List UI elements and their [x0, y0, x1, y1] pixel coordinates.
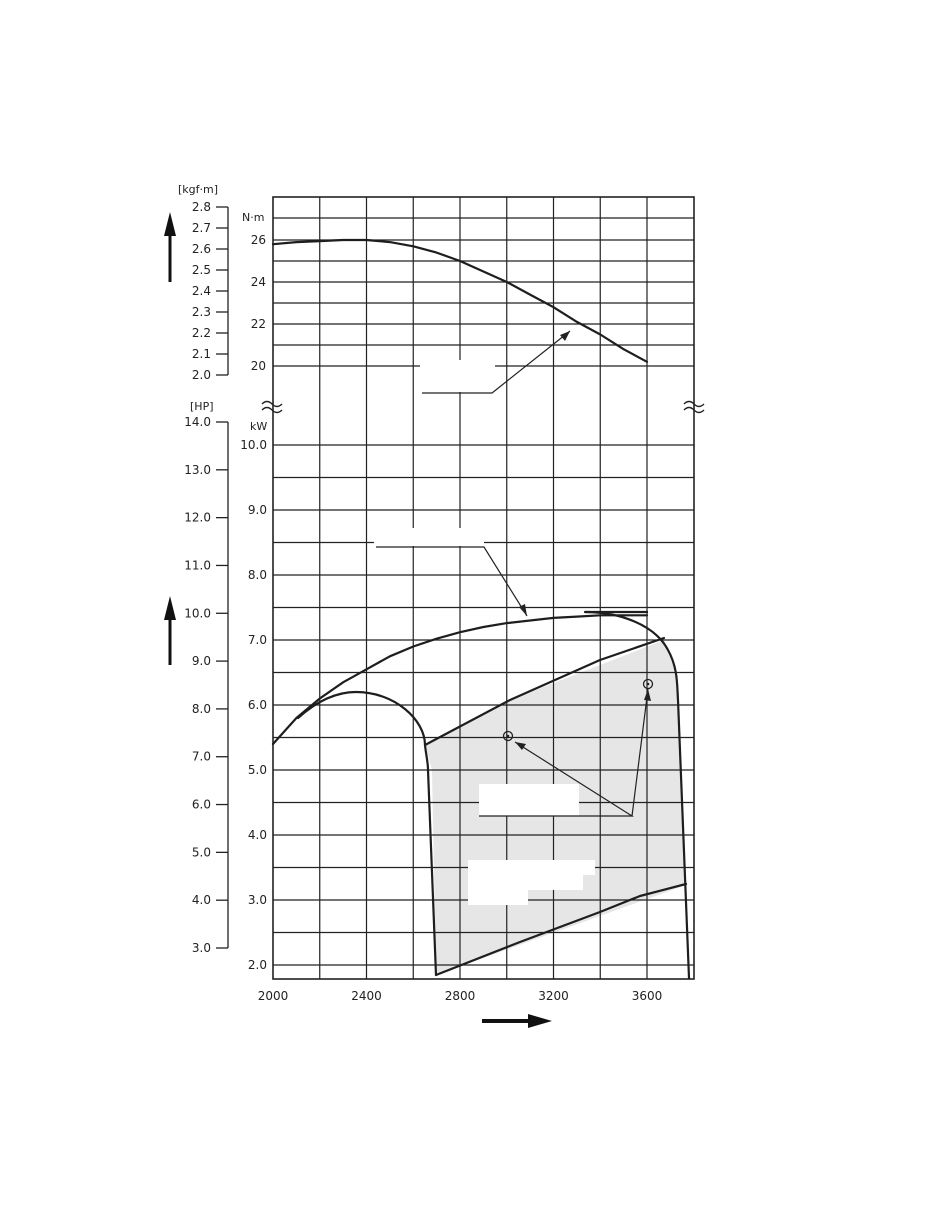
hp-tick-label: 12.0: [184, 511, 211, 525]
kgf-tick-label: 2.4: [192, 284, 211, 298]
hp-tick-label: 8.0: [192, 702, 211, 716]
axis-break-left-icon: [261, 400, 283, 414]
kgf-tick-label: 2.2: [192, 326, 211, 340]
nm-unit-label: N·m: [242, 211, 264, 224]
kgf-ticks: 2.8 2.7 2.6 2.5 2.4 2.3 2.2 2.1 2.0: [192, 200, 228, 382]
operating-point-marker-1: [502, 730, 514, 742]
kw-tick-label: 3.0: [248, 893, 267, 907]
kw-tick-label: 4.0: [248, 828, 267, 842]
kgf-tick-label: 2.0: [192, 368, 211, 382]
kw-tick-label: 5.0: [248, 763, 267, 777]
hp-ticks: 14.0 13.0 12.0 11.0 10.0 9.0 8.0 7.0 6.0 5.0 4.0 3.…: [184, 415, 228, 955]
x-tick-label: 2400: [351, 989, 382, 1003]
kgf-tick-label: 2.7: [192, 221, 211, 235]
kgf-tick-label: 2.6: [192, 242, 211, 256]
power-callout: [374, 528, 528, 617]
power-up-arrow-icon: [164, 596, 176, 665]
range-upper-boundary: [423, 636, 666, 747]
torque-callout: [420, 330, 571, 394]
hp-tick-label: 4.0: [192, 893, 211, 907]
high-speed-boundary-curve: [583, 610, 691, 980]
hp-tick-label: 9.0: [192, 654, 211, 668]
hp-tick-label: 11.0: [184, 558, 211, 572]
kw-ticks: 10.0 9.0 8.0 7.0 6.0 5.0 4.0 3.0 2.0: [240, 438, 267, 972]
hp-tick-label: 6.0: [192, 798, 211, 812]
x-ticks: 2000 2400 2800 3200 3600: [258, 989, 663, 1003]
kgf-unit-label: [kgf·m]: [178, 183, 218, 196]
speed-right-arrow-icon: [482, 1014, 552, 1028]
hp-tick-label: 10.0: [184, 606, 211, 620]
range-lower-boundary: [434, 882, 688, 977]
nm-ticks: 26 24 22 20: [251, 233, 266, 373]
x-tick-label: 2800: [445, 989, 476, 1003]
hp-unit-label: [HP]: [190, 400, 214, 413]
power-curve: [271, 614, 649, 746]
nm-tick-label: 26: [251, 233, 266, 247]
hp-tick-label: 7.0: [192, 750, 211, 764]
low-speed-hump-curve: [296, 690, 438, 977]
nm-tick-label: 22: [251, 317, 266, 331]
x-tick-label: 3200: [538, 989, 569, 1003]
operating-point-callout: [479, 688, 651, 817]
hp-tick-label: 13.0: [184, 463, 211, 477]
nm-tick-label: 24: [251, 275, 266, 289]
hp-tick-label: 5.0: [192, 845, 211, 859]
kgf-tick-label: 2.8: [192, 200, 211, 214]
x-tick-label: 3600: [632, 989, 663, 1003]
kgf-tick-label: 2.1: [192, 347, 211, 361]
kw-tick-label: 2.0: [248, 958, 267, 972]
kw-tick-label: 7.0: [248, 633, 267, 647]
x-tick-label: 2000: [258, 989, 289, 1003]
kgf-tick-label: 2.3: [192, 305, 211, 319]
kgf-tick-label: 2.5: [192, 263, 211, 277]
kw-tick-label: 10.0: [240, 438, 267, 452]
range-callout: [468, 860, 595, 905]
kw-unit-label: kW: [250, 420, 267, 433]
nm-tick-label: 20: [251, 359, 266, 373]
torque-up-arrow-icon: [164, 212, 176, 282]
hp-tick-label: 3.0: [192, 941, 211, 955]
horizontal-grid-lines: [273, 217, 694, 966]
kw-tick-label: 6.0: [248, 698, 267, 712]
torque-curve: [271, 238, 649, 363]
kw-tick-label: 8.0: [248, 568, 267, 582]
kw-tick-label: 9.0: [248, 503, 267, 517]
hp-tick-label: 14.0: [184, 415, 211, 429]
axis-break-right-icon: [683, 400, 705, 414]
vertical-grid-lines: [319, 197, 648, 979]
plot-frame: [272, 196, 695, 980]
operating-point-marker-2: [642, 678, 654, 690]
